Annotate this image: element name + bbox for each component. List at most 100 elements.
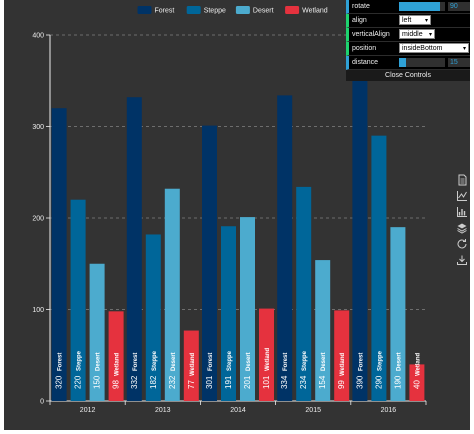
chevron-down-icon: ▾	[428, 32, 432, 38]
legend-swatch-wetland	[285, 6, 300, 14]
bar-series-label: Desert	[171, 352, 177, 371]
bar-steppe	[221, 226, 236, 401]
bar-value-label: 334	[280, 375, 289, 389]
control-align[interactable]: align left ▾	[346, 14, 470, 28]
x-tick-label: 2012	[80, 407, 96, 414]
x-tick-label: 2015	[305, 407, 321, 414]
legend-swatch-desert	[235, 6, 250, 14]
bar-chart-icon[interactable]	[456, 206, 468, 218]
distance-slider[interactable]	[399, 58, 445, 67]
bar-forest	[277, 95, 293, 401]
bar-steppe	[371, 135, 387, 401]
bar-steppe	[296, 186, 312, 401]
y-tick-label: 100	[32, 307, 44, 314]
bar-value-label: 191	[224, 375, 233, 389]
bar-forest	[352, 44, 368, 402]
legend-label-forest: Forest	[155, 8, 175, 15]
y-tick-label: 0	[40, 399, 44, 406]
bar-wetland	[409, 364, 425, 401]
position-label: position	[352, 45, 377, 52]
chevron-down-icon: ▾	[424, 18, 428, 24]
rotate-slider[interactable]	[399, 2, 445, 11]
rotate-slider-fill	[399, 2, 441, 11]
vertical-align-label: verticalAlign	[352, 31, 390, 38]
bar-forest	[126, 97, 142, 401]
control-position[interactable]: position insideBottom ▾	[346, 42, 470, 56]
vertical-align-value: middle	[402, 31, 423, 38]
bar-series-label: Steppe	[377, 350, 383, 371]
align-select[interactable]: left ▾	[399, 15, 431, 25]
bar-steppe	[70, 199, 86, 401]
bar-series-label: Desert	[96, 352, 102, 371]
align-value: left	[402, 17, 412, 24]
bar-value-label: 98	[112, 380, 121, 389]
bar-value-label: 154	[318, 375, 327, 389]
bar-wetland	[108, 311, 124, 401]
control-rotate[interactable]: rotate 90	[346, 0, 470, 14]
bar-value-label: 301	[205, 375, 214, 389]
legend-swatch-steppe	[186, 6, 201, 14]
close-controls-button[interactable]: Close Controls	[346, 70, 470, 81]
bar-series-label: Steppe	[152, 350, 158, 371]
restore-icon[interactable]	[456, 238, 468, 250]
bar-series-label: Steppe	[227, 350, 233, 371]
legend-label-wetland: Wetland	[302, 8, 328, 15]
align-label: align	[352, 17, 367, 24]
bar-series-label: Wetland	[415, 352, 421, 376]
bar-wetland	[334, 310, 350, 401]
bar-value-label: 77	[187, 380, 196, 389]
bar-wetland	[259, 308, 274, 401]
x-tick-label: 2016	[381, 407, 397, 414]
bar-series-label: Forest	[208, 353, 214, 371]
bar-forest	[202, 125, 217, 402]
bar-value-label: 101	[262, 375, 271, 389]
stack-icon[interactable]	[456, 222, 468, 234]
control-vertical-align[interactable]: verticalAlign middle ▾	[346, 28, 470, 42]
bar-desert	[89, 263, 105, 401]
bar-value-label: 220	[74, 375, 83, 389]
y-tick-label: 300	[32, 124, 44, 131]
bar-wetland	[183, 330, 199, 401]
distance-slider-fill	[399, 58, 406, 67]
bar-value-label: 150	[93, 375, 102, 389]
legend-label-desert: Desert	[253, 8, 274, 15]
bar-value-label: 332	[130, 375, 139, 389]
bar-value-label: 182	[149, 375, 158, 389]
y-tick-label: 400	[32, 33, 44, 40]
distance-input[interactable]: 15	[448, 58, 470, 67]
bar-steppe	[145, 234, 161, 401]
bar-value-label: 40	[412, 380, 421, 389]
bar-value-label: 99	[337, 380, 346, 389]
bar-value-label: 201	[243, 375, 252, 389]
bar-series-label: Wetland	[340, 352, 346, 376]
x-tick-label: 2013	[155, 407, 171, 414]
bar-value-label: 232	[168, 375, 177, 389]
bar-desert	[315, 260, 331, 401]
position-select[interactable]: insideBottom ▾	[399, 43, 469, 53]
position-value: insideBottom	[402, 45, 443, 52]
bar-value-label: 290	[374, 375, 383, 389]
bar-series-label: Wetland	[265, 347, 271, 371]
data-view-icon[interactable]	[456, 174, 468, 186]
line-chart-icon[interactable]	[456, 190, 468, 202]
bar-forest	[51, 108, 67, 401]
vertical-align-select[interactable]: middle ▾	[399, 29, 435, 39]
legend-swatch-forest	[137, 6, 152, 14]
rotate-label: rotate	[352, 3, 370, 10]
bar-desert	[164, 188, 180, 401]
rotate-input[interactable]: 90	[448, 2, 470, 11]
bar-series-label: Wetland	[115, 352, 121, 376]
control-distance[interactable]: distance 15	[346, 56, 470, 70]
bar-value-label: 390	[355, 375, 364, 389]
distance-label: distance	[352, 59, 379, 66]
bar-series-label: Desert	[321, 352, 327, 371]
bar-desert	[240, 217, 255, 401]
bar-series-label: Desert	[246, 352, 252, 371]
save-image-icon[interactable]	[456, 254, 468, 266]
legend-label-steppe: Steppe	[204, 8, 226, 15]
bar-series-label: Forest	[58, 353, 64, 371]
bar-series-label: Desert	[396, 352, 402, 371]
x-tick-label: 2014	[230, 407, 246, 414]
control-panel: rotate 90 align left ▾ verticalAlign midd…	[346, 0, 470, 81]
